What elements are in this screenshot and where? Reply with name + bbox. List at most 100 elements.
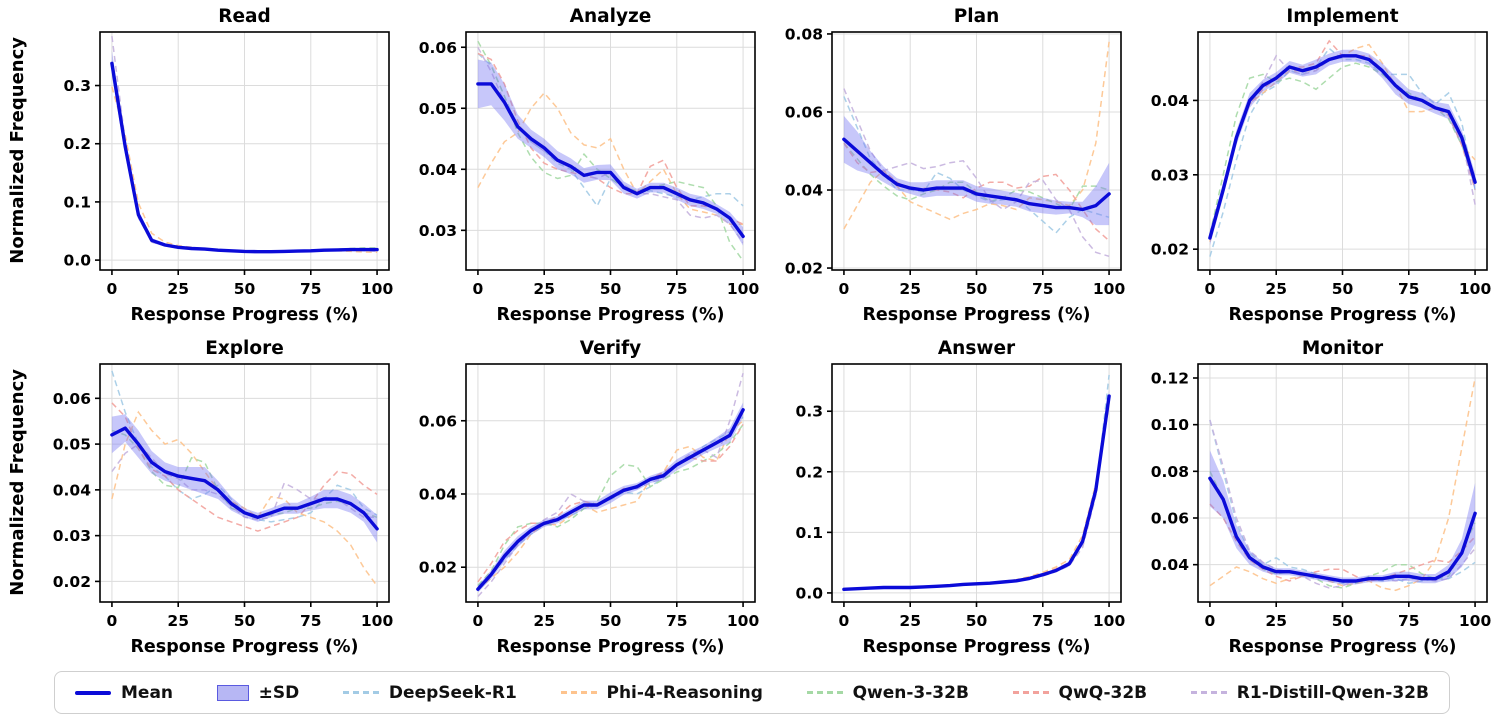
legend-item-qwq-32b: QwQ-32B: [1012, 682, 1148, 703]
svg-text:0.02: 0.02: [1151, 241, 1189, 259]
svg-text:Response Progress (%): Response Progress (%): [862, 637, 1090, 657]
svg-text:25: 25: [167, 280, 189, 298]
svg-text:Response Progress (%): Response Progress (%): [130, 305, 358, 325]
svg-text:0.12: 0.12: [1151, 370, 1189, 388]
svg-text:Implement: Implement: [1286, 6, 1398, 27]
svg-text:0.04: 0.04: [785, 182, 823, 200]
y-axis-label-wrap-row2: Normalized Frequency: [0, 334, 34, 666]
legend-label-mean: Mean: [121, 682, 174, 703]
svg-text:0.2: 0.2: [64, 135, 91, 153]
svg-text:0: 0: [473, 280, 484, 298]
svg-text:75: 75: [666, 280, 688, 298]
chart-canvas-plan: 0.02 0.04 0.06 0.08 0 25 50 75 100 Plan Response P…: [785, 6, 1126, 325]
svg-text:50: 50: [1332, 612, 1354, 630]
svg-text:0: 0: [1205, 280, 1216, 298]
svg-text:Response Progress (%): Response Progress (%): [862, 305, 1090, 325]
svg-text:0.03: 0.03: [53, 527, 91, 545]
legend: Mean ±SD DeepSeek-R1 Phi-4-Reasoning Qwe…: [54, 671, 1450, 714]
legend-label-phi-4-reasoning: Phi-4-Reasoning: [606, 682, 763, 703]
subplot-verify: 0.02 0.04 0.06 0 25 50 75 100 Verify Response Pro…: [400, 334, 766, 666]
svg-text:0.06: 0.06: [419, 412, 457, 430]
chart-canvas-analyze: 0.03 0.04 0.05 0.06 0 25 50 75 100 Analyze Respons…: [419, 6, 760, 325]
phi-4-reasoning-line-swatch: [560, 691, 597, 694]
svg-text:0.02: 0.02: [785, 260, 823, 278]
svg-text:0.03: 0.03: [1151, 166, 1189, 184]
svg-text:75: 75: [666, 612, 688, 630]
legend-item-qwen-3-32b: Qwen-3-32B: [806, 682, 969, 703]
svg-text:100: 100: [361, 612, 394, 630]
chart-canvas-read: 0.0 0.1 0.2 0.3 0 25 50 75 100 Read Response Progr…: [64, 6, 394, 325]
chart-row-1: Normalized Frequency 0.0 0.1 0.2 0.3 0 25 50 75…: [0, 2, 1504, 334]
svg-text:0.03: 0.03: [419, 222, 457, 240]
chart-canvas-explore: 0.02 0.03 0.04 0.05 0.06 0 25 50 75 100 Explore Res…: [53, 338, 394, 657]
svg-text:25: 25: [899, 612, 921, 630]
svg-text:25: 25: [899, 280, 921, 298]
svg-text:0.1: 0.1: [796, 524, 823, 542]
svg-text:Verify: Verify: [580, 338, 641, 359]
svg-text:0.0: 0.0: [796, 584, 824, 602]
svg-text:0: 0: [473, 612, 484, 630]
svg-text:0: 0: [107, 280, 118, 298]
svg-text:0.02: 0.02: [419, 559, 457, 577]
svg-text:50: 50: [966, 612, 988, 630]
qwen-3-32b-line-swatch: [806, 691, 843, 694]
legend-label-qwq-32b: QwQ-32B: [1058, 682, 1148, 703]
svg-text:0.06: 0.06: [53, 390, 91, 408]
svg-text:0.10: 0.10: [1151, 416, 1189, 434]
svg-text:50: 50: [234, 280, 256, 298]
svg-text:25: 25: [1265, 280, 1287, 298]
legend-item-mean: Mean: [75, 683, 173, 703]
chart-canvas-monitor: 0.04 0.06 0.08 0.10 0.12 0 25 50 75 100 Monitor Res…: [1151, 338, 1492, 657]
svg-text:0.06: 0.06: [1151, 510, 1189, 528]
svg-text:0.3: 0.3: [64, 77, 91, 95]
svg-text:0.06: 0.06: [419, 39, 457, 57]
subplot-plan: 0.02 0.04 0.06 0.08 0 25 50 75 100 Plan Response P…: [766, 2, 1132, 334]
svg-text:0.08: 0.08: [785, 25, 823, 43]
svg-text:25: 25: [167, 612, 189, 630]
svg-text:25: 25: [533, 612, 555, 630]
legend-label-qwen-3-32b: Qwen-3-32B: [852, 682, 969, 703]
svg-text:50: 50: [600, 280, 622, 298]
chart-canvas-verify: 0.02 0.04 0.06 0 25 50 75 100 Verify Response Pro…: [419, 338, 760, 657]
deepseek-r1-line-swatch: [342, 691, 379, 694]
chart-canvas-implement: 0.02 0.03 0.04 0 25 50 75 100 Implement Response …: [1151, 6, 1492, 325]
svg-text:100: 100: [1459, 612, 1492, 630]
svg-text:0.2: 0.2: [796, 463, 823, 481]
svg-text:Read: Read: [218, 6, 271, 27]
svg-text:0.06: 0.06: [785, 103, 823, 121]
svg-text:0.05: 0.05: [53, 436, 91, 454]
svg-text:Response Progress (%): Response Progress (%): [1228, 305, 1456, 325]
svg-text:Answer: Answer: [938, 338, 1016, 359]
svg-text:100: 100: [1093, 280, 1126, 298]
svg-text:100: 100: [727, 612, 760, 630]
y-axis-label-row2: Normalized Frequency: [6, 368, 28, 596]
y-axis-label-wrap-row1: Normalized Frequency: [0, 2, 34, 334]
svg-text:75: 75: [1398, 280, 1420, 298]
svg-text:0.1: 0.1: [64, 193, 91, 211]
svg-text:0: 0: [107, 612, 118, 630]
svg-text:0: 0: [839, 612, 850, 630]
svg-text:Explore: Explore: [205, 338, 284, 359]
legend-label-r1-distill-qwen-32b: R1-Distill-Qwen-32B: [1236, 682, 1429, 703]
svg-text:75: 75: [1032, 280, 1054, 298]
svg-text:100: 100: [1459, 280, 1492, 298]
y-axis-label-row1: Normalized Frequency: [6, 36, 28, 264]
subplot-monitor: 0.04 0.06 0.08 0.10 0.12 0 25 50 75 100 Monitor Res…: [1132, 334, 1498, 666]
svg-text:100: 100: [1093, 612, 1126, 630]
svg-text:0.05: 0.05: [419, 100, 457, 118]
svg-text:0.02: 0.02: [53, 573, 91, 591]
subplot-implement: 0.02 0.03 0.04 0 25 50 75 100 Implement Response …: [1132, 2, 1498, 334]
svg-text:0.04: 0.04: [1151, 92, 1189, 110]
svg-text:50: 50: [234, 612, 256, 630]
subplot-read: 0.0 0.1 0.2 0.3 0 25 50 75 100 Read Response Progr…: [34, 2, 400, 334]
svg-text:75: 75: [1032, 612, 1054, 630]
legend-label-deepseek-r1: DeepSeek-R1: [388, 682, 517, 703]
svg-text:Response Progress (%): Response Progress (%): [496, 637, 724, 657]
subplot-explore: 0.02 0.03 0.04 0.05 0.06 0 25 50 75 100 Explore Res…: [34, 334, 400, 666]
legend-item-r1-distill-qwen-32b: R1-Distill-Qwen-32B: [1190, 682, 1429, 703]
svg-text:Plan: Plan: [954, 6, 1000, 27]
svg-text:0.04: 0.04: [1151, 556, 1189, 574]
mean-line-swatch: [75, 690, 111, 695]
subplot-answer: 0.0 0.1 0.2 0.3 0 25 50 75 100 Answer Response Pro…: [766, 334, 1132, 666]
svg-text:0: 0: [1205, 612, 1216, 630]
